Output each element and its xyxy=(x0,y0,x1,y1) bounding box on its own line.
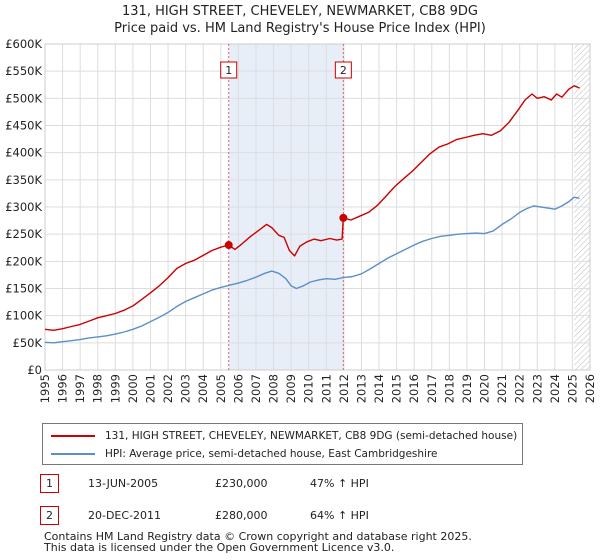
x-tick-label: 2016 xyxy=(407,374,421,403)
x-tick-label: 2002 xyxy=(161,374,175,403)
x-tick-label: 1995 xyxy=(38,374,52,403)
legend-swatch-hpi xyxy=(51,453,95,455)
sale-point xyxy=(224,241,233,250)
annotation-box xyxy=(220,61,238,79)
x-tick-label: 1996 xyxy=(56,374,70,403)
transaction-date: 20-DEC-2011 xyxy=(88,509,162,522)
price-chart: £0 £50K £100K £150K £200K £250K £300K £350K £400… xyxy=(5,37,597,403)
y-tick-label: £350K xyxy=(5,173,42,187)
x-tick-label: 2012 xyxy=(337,374,351,403)
x-tick-label: 2010 xyxy=(302,374,316,403)
y-tick-label: £450K xyxy=(5,119,42,133)
transaction-hpi-delta: 64% ↑ HPI xyxy=(310,509,369,522)
x-tick-label: 2004 xyxy=(196,374,210,403)
x-tick-label: 2026 xyxy=(583,374,597,403)
legend: 131, HIGH STREET, CHEVELEY, NEWMARKET, C… xyxy=(42,423,523,465)
x-tick-label: 1999 xyxy=(108,374,122,403)
x-tick-label: 2001 xyxy=(143,374,157,403)
x-tick-label: 2020 xyxy=(478,374,492,403)
y-tick-label: £550K xyxy=(5,64,42,78)
series-line-property xyxy=(44,85,580,331)
y-tick-label: £150K xyxy=(5,282,42,296)
y-tick-label: £50K xyxy=(13,336,43,350)
y-tick-label: £250K xyxy=(5,227,42,241)
x-tick-label: 2017 xyxy=(425,374,439,403)
x-tick-label: 2021 xyxy=(495,374,509,403)
x-tick-label: 2013 xyxy=(354,374,368,403)
sale-point xyxy=(339,213,348,222)
transaction-price: £230,000 xyxy=(215,477,268,490)
chart-subtitle: Price paid vs. HM Land Registry's House … xyxy=(114,21,486,36)
x-tick-label: 2022 xyxy=(513,374,527,403)
x-tick-label: 2015 xyxy=(390,374,404,403)
x-tick-label: 2024 xyxy=(548,374,562,403)
transaction-date: 13-JUN-2005 xyxy=(88,477,159,490)
chart-title: 131, HIGH STREET, CHEVELEY, NEWMARKET, C… xyxy=(122,4,478,19)
legend-item-property: 131, HIGH STREET, CHEVELEY, NEWMARKET, C… xyxy=(51,427,517,445)
plot-border xyxy=(44,43,591,371)
transaction-marker: 2 xyxy=(40,506,59,525)
x-tick-label: 2009 xyxy=(284,374,298,403)
transaction-marker: 1 xyxy=(40,474,59,493)
legend-swatch-property xyxy=(51,435,95,437)
x-tick-label: 2008 xyxy=(267,374,281,403)
y-tick-label: £200K xyxy=(5,254,42,268)
footer-licence: This data is licensed under the Open Gov… xyxy=(44,541,395,554)
legend-item-hpi: HPI: Average price, semi-detached house,… xyxy=(51,445,438,463)
x-tick-label: 1997 xyxy=(73,374,87,403)
x-tick-label: 2025 xyxy=(565,374,579,403)
footer: Contains HM Land Registry data © Crown c… xyxy=(44,531,472,553)
annotation-box xyxy=(334,61,352,79)
y-tick-label: £600K xyxy=(5,37,42,51)
x-tick-label: 1998 xyxy=(91,374,105,403)
x-tick-label: 2003 xyxy=(179,374,193,403)
legend-label-hpi: HPI: Average price, semi-detached house,… xyxy=(105,448,438,460)
y-tick-label: £100K xyxy=(5,309,42,323)
transaction-hpi-delta: 47% ↑ HPI xyxy=(310,477,369,490)
y-tick-label: £500K xyxy=(5,91,42,105)
annotation-label: 2 xyxy=(340,64,347,77)
x-tick-label: 2006 xyxy=(231,374,245,403)
x-tick-label: 2007 xyxy=(249,374,263,403)
x-tick-label: 2023 xyxy=(530,374,544,403)
footer-copyright: Contains HM Land Registry data © Crown c… xyxy=(44,530,472,543)
y-tick-label: £400K xyxy=(5,146,42,160)
x-tick-label: 2018 xyxy=(442,374,456,403)
x-tick-label: 2019 xyxy=(460,374,474,403)
y-tick-label: £300K xyxy=(5,200,42,214)
y-tick-label: £0 xyxy=(27,363,42,377)
x-tick-label: 2011 xyxy=(319,374,333,403)
x-tick-label: 2005 xyxy=(214,374,228,403)
annotation-label: 1 xyxy=(225,64,232,77)
x-tick-label: 2000 xyxy=(126,374,140,403)
series-line-hpi xyxy=(44,196,580,344)
x-tick-label: 2014 xyxy=(372,374,386,403)
legend-label-property: 131, HIGH STREET, CHEVELEY, NEWMARKET, C… xyxy=(105,430,518,442)
transaction-price: £280,000 xyxy=(215,509,268,522)
